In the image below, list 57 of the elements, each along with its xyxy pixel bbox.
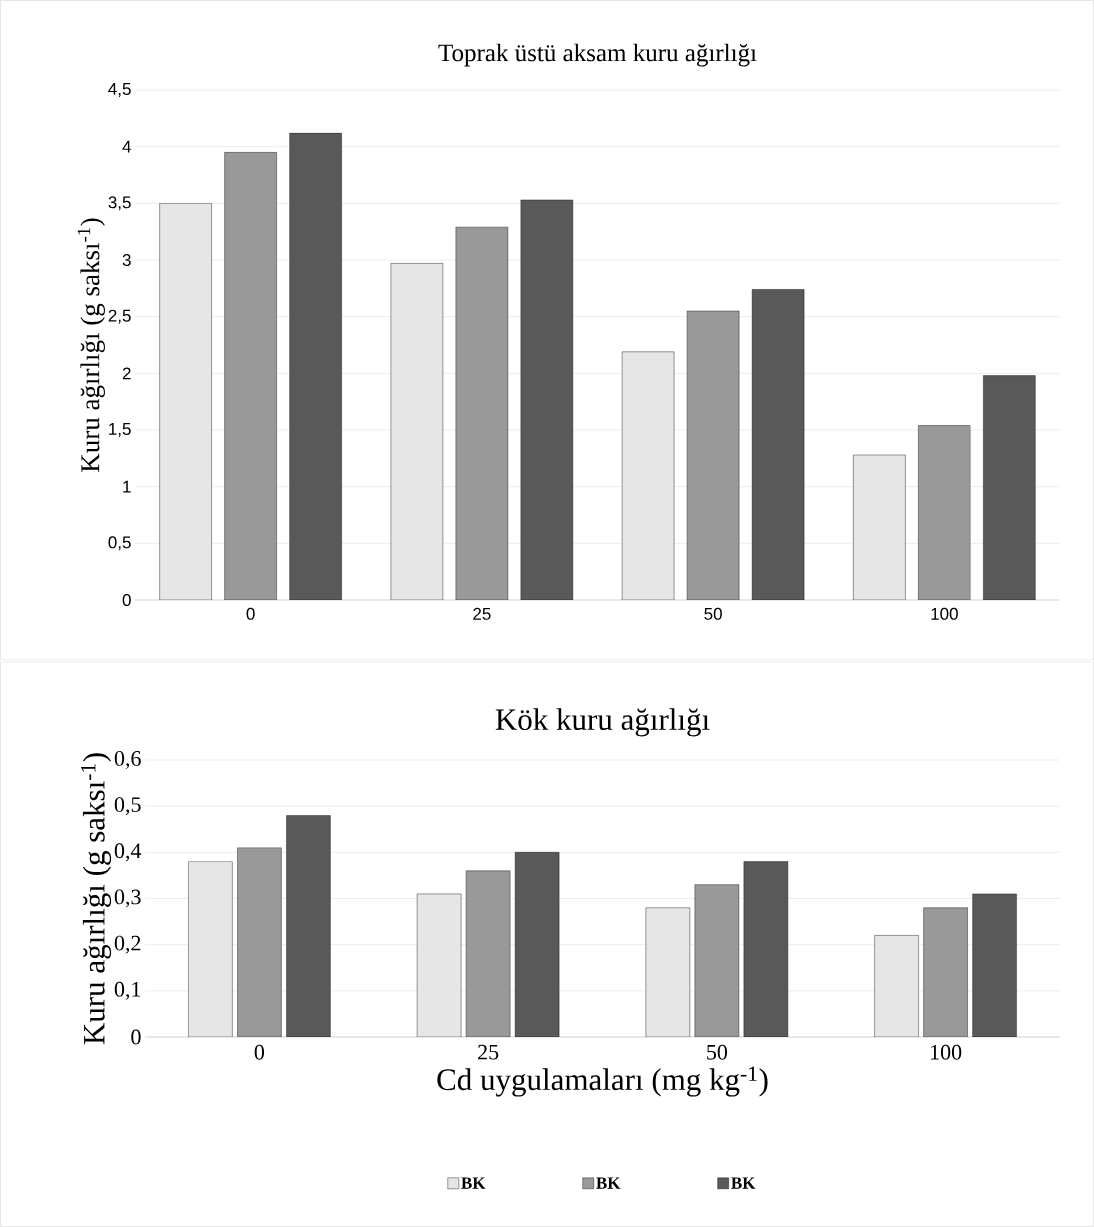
- y-tick-label: 2,5: [108, 309, 131, 324]
- bar: [853, 454, 906, 601]
- chart-title: Kök kuru ağırlığı: [495, 708, 710, 737]
- x-axis-title: Cd uygulamaları (mg kg$^{-1}$): [437, 1066, 768, 1097]
- bar: [224, 152, 277, 601]
- bar: [455, 226, 509, 601]
- bar: [983, 375, 1036, 601]
- bar: [159, 203, 212, 601]
- y-tick-label: 0,1: [114, 981, 141, 1000]
- bar: [743, 861, 789, 1037]
- bar: [289, 132, 342, 601]
- bar: [188, 861, 233, 1037]
- bar: [621, 351, 675, 601]
- x-tick-label: 100: [931, 607, 958, 620]
- x-tick-label: 0: [254, 1044, 265, 1060]
- y-tick-label: 0: [131, 1029, 141, 1045]
- bar: [416, 893, 462, 1037]
- bar: [465, 870, 511, 1037]
- bar: [237, 847, 282, 1037]
- x-tick-label: 50: [707, 1044, 728, 1060]
- y-tick-label: 2: [122, 367, 131, 380]
- y-axis-title: Kuru ağırlığı (g saksı$^{-1}$): [81, 753, 112, 1045]
- y-tick-label: 0,3: [114, 889, 141, 908]
- legend-label: BK: [461, 1177, 486, 1189]
- y-tick-label: 0,6: [114, 751, 141, 770]
- x-tick-label: 50: [704, 607, 722, 620]
- y-tick-label: 0,2: [114, 935, 141, 954]
- bar: [286, 815, 331, 1037]
- y-tick-label: 1: [123, 480, 131, 493]
- y-tick-label: 0,5: [108, 536, 131, 551]
- bar: [972, 893, 1017, 1037]
- y-tick-label: 4,5: [108, 83, 131, 97]
- y-tick-label: 1,5: [109, 423, 131, 437]
- bar: [874, 935, 919, 1037]
- y-tick-label: 3: [122, 253, 131, 267]
- x-tick-label: 25: [478, 1044, 499, 1060]
- y-tick-label: 0,4: [114, 843, 142, 862]
- x-tick-label: 0: [246, 607, 255, 620]
- y-tick-label: 3,5: [108, 196, 131, 211]
- y-tick-label: 0: [122, 593, 131, 607]
- bar: [694, 884, 740, 1037]
- y-axis-title: Kuru ağırlığı (g saksı$^{-1}$): [77, 218, 105, 472]
- y-tick-label: 0,5: [114, 797, 141, 816]
- bar: [645, 907, 691, 1037]
- legend-label: BK: [731, 1177, 756, 1189]
- bar: [390, 263, 444, 601]
- bar: [918, 425, 971, 601]
- legend-label: BK: [596, 1177, 621, 1189]
- x-tick-label: 100: [931, 1044, 962, 1060]
- x-tick-label: 25: [473, 607, 491, 620]
- bar: [520, 199, 574, 601]
- bar: [686, 310, 740, 601]
- bar: [514, 852, 560, 1037]
- y-tick-label: 4: [122, 140, 131, 153]
- bar: [751, 289, 805, 601]
- chart-title: Toprak üstü aksam kuru ağırlığı: [438, 43, 757, 67]
- bar: [923, 907, 968, 1037]
